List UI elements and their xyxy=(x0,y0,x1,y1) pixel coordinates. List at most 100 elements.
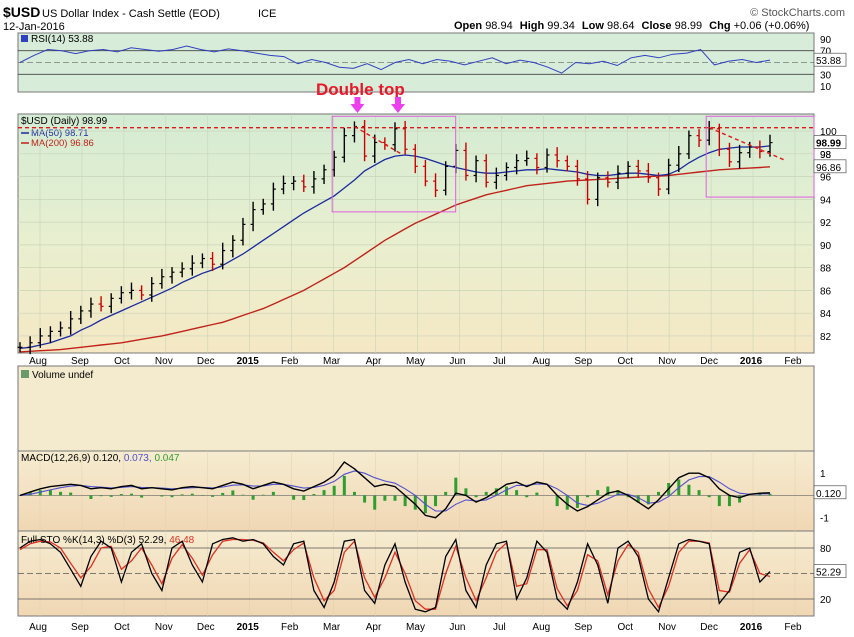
x-tick-label-bottom: Feb xyxy=(281,622,299,633)
macd-line xyxy=(19,461,771,519)
sto-tick-label: 20 xyxy=(820,595,832,606)
source-credit: © StockCharts.com xyxy=(750,7,845,19)
x-tick-label-bottom: 2015 xyxy=(237,622,260,633)
recent-top-box xyxy=(705,115,815,198)
price-current-flag-bg xyxy=(813,135,847,149)
sto-current-flag: 52.29 xyxy=(816,568,841,579)
double-top-arrow-head xyxy=(350,104,365,113)
macd-legend: MACD(12,26,9) 0.120, 0.073, 0.047 xyxy=(21,453,180,464)
x-tick-label: Feb xyxy=(784,356,802,367)
x-tick-label-bottom: Jul xyxy=(493,622,506,633)
macd-tick-label: 1 xyxy=(820,469,826,480)
volume-legend: Volume undef xyxy=(21,370,93,381)
sto-legend-text: Full STO %K(14,3) %D(3) 52.29, 46.48 xyxy=(21,535,195,546)
x-tick-label: Aug xyxy=(532,356,550,367)
x-tick-label-bottom: Mar xyxy=(323,622,341,633)
x-tick-label-bottom: Dec xyxy=(700,622,718,633)
x-tick-label: Oct xyxy=(114,356,130,367)
rsi-tick-label: 90 xyxy=(820,35,832,46)
double-top-arrow-head xyxy=(391,104,405,113)
macd-tick-label: -1 xyxy=(820,514,829,525)
instrument-name: US Dollar Index - Cash Settle (EOD) xyxy=(42,8,220,20)
x-tick-label-bottom: Sep xyxy=(574,622,592,633)
label-layer: 82 84 86 88 90 92 94 96 98 100 Aug Aug Sep Sep Oct Oct N… xyxy=(29,35,847,633)
macd-panel xyxy=(17,450,815,532)
x-tick-label: 2015 xyxy=(237,356,260,367)
x-tick-label: Apr xyxy=(366,356,382,367)
price-tick-label: 86 xyxy=(820,286,832,297)
x-tick-label-bottom: Nov xyxy=(155,622,173,633)
x-tick-label: Nov xyxy=(658,356,676,367)
sto-tick-label: 80 xyxy=(820,544,832,555)
x-tick-label: Aug xyxy=(29,356,47,367)
macd-current-flag: 0.120 xyxy=(816,489,841,500)
price-legend: $USD (Daily) 98.99 MA(50) 98.71 MA(200) … xyxy=(21,116,108,149)
ma200-legend-text: MA(200) 96.86 xyxy=(31,138,94,149)
price-tick-label: 84 xyxy=(820,309,832,320)
x-tick-label-bottom: Apr xyxy=(366,622,382,633)
price-panel xyxy=(17,113,815,354)
price-current-flag: 98.99 xyxy=(816,139,841,150)
grid-layer xyxy=(18,50,814,616)
price-tick-label: 92 xyxy=(820,218,832,229)
x-tick-label-bottom: Aug xyxy=(29,622,47,633)
plot-layer xyxy=(17,45,815,614)
price-tick-label: 90 xyxy=(820,241,832,252)
volume-panel xyxy=(17,365,815,453)
ma50-line xyxy=(19,145,771,350)
ma200-flag-bg xyxy=(813,159,847,174)
x-tick-label: Dec xyxy=(700,356,718,367)
chart-date: 12-Jan-2016 xyxy=(3,21,65,33)
price-tick-label: 88 xyxy=(820,264,832,275)
volume-legend-text: Volume undef xyxy=(32,370,93,381)
rsi-tick-label: 30 xyxy=(820,70,832,81)
x-tick-label: Sep xyxy=(574,356,592,367)
x-tick-label-bottom: Aug xyxy=(532,622,550,633)
price-tick-label: 100 xyxy=(820,127,837,138)
rsi-legend-text: RSI(14) 53.88 xyxy=(31,34,94,45)
symbol: $USD xyxy=(3,4,40,20)
ma200-line xyxy=(19,166,771,353)
price-legend-text: $USD (Daily) 98.99 xyxy=(21,116,108,127)
x-tick-label: May xyxy=(406,356,425,367)
x-tick-label: Mar xyxy=(323,356,341,367)
sto-current-flag-bg xyxy=(813,564,847,578)
macd-current-flag-bg xyxy=(813,485,847,500)
macd-legend-text: MACD(12,26,9) 0.120, 0.073, 0.047 xyxy=(21,453,180,464)
x-tick-label: Nov xyxy=(155,356,173,367)
x-tick-label-bottom: Oct xyxy=(114,622,130,633)
x-tick-label-bottom: Oct xyxy=(617,622,633,633)
chart-header: $USD US Dollar Index - Cash Settle (EOD)… xyxy=(3,4,845,33)
double-top-trendline xyxy=(354,125,402,155)
x-tick-label: Oct xyxy=(617,356,633,367)
x-tick-label-bottom: Jun xyxy=(449,622,465,633)
price-tick-label: 94 xyxy=(820,195,832,206)
rsi-legend: RSI(14) 53.88 xyxy=(21,34,94,45)
x-tick-label: Sep xyxy=(71,356,89,367)
price-secondary-label: 98 xyxy=(820,150,832,161)
ma200-flag: 96.86 xyxy=(816,163,841,174)
price-tick-label: 98 xyxy=(820,150,832,161)
macd-signal-line xyxy=(19,470,771,512)
exchange: ICE xyxy=(258,8,276,20)
rsi-line xyxy=(19,45,771,74)
x-tick-label-bottom: Nov xyxy=(658,622,676,633)
x-tick-label: Feb xyxy=(281,356,299,367)
x-tick-label: Jul xyxy=(493,356,506,367)
ma50-legend-text: MA(50) 98.71 xyxy=(31,128,89,139)
double-top-arrow-shaft xyxy=(395,97,401,104)
x-tick-label: Dec xyxy=(197,356,215,367)
double-top-annotation: Double top xyxy=(316,80,405,99)
x-tick-label-bottom: Dec xyxy=(197,622,215,633)
rsi-current-flag: 53.88 xyxy=(816,56,841,67)
x-tick-label: Jun xyxy=(449,356,465,367)
rsi-tick-label: 10 xyxy=(820,82,832,93)
quote-line: Open 98.94 High 99.34 Low 98.64 Close 98… xyxy=(454,20,809,32)
x-tick-label-bottom: Feb xyxy=(784,622,802,633)
x-tick-label-bottom: May xyxy=(406,622,425,633)
x-tick-label-bottom: 2016 xyxy=(740,622,763,633)
price-tick-label: 82 xyxy=(820,332,832,343)
double-top-arrow-shaft xyxy=(354,97,361,104)
x-tick-label-bottom: Sep xyxy=(71,622,89,633)
